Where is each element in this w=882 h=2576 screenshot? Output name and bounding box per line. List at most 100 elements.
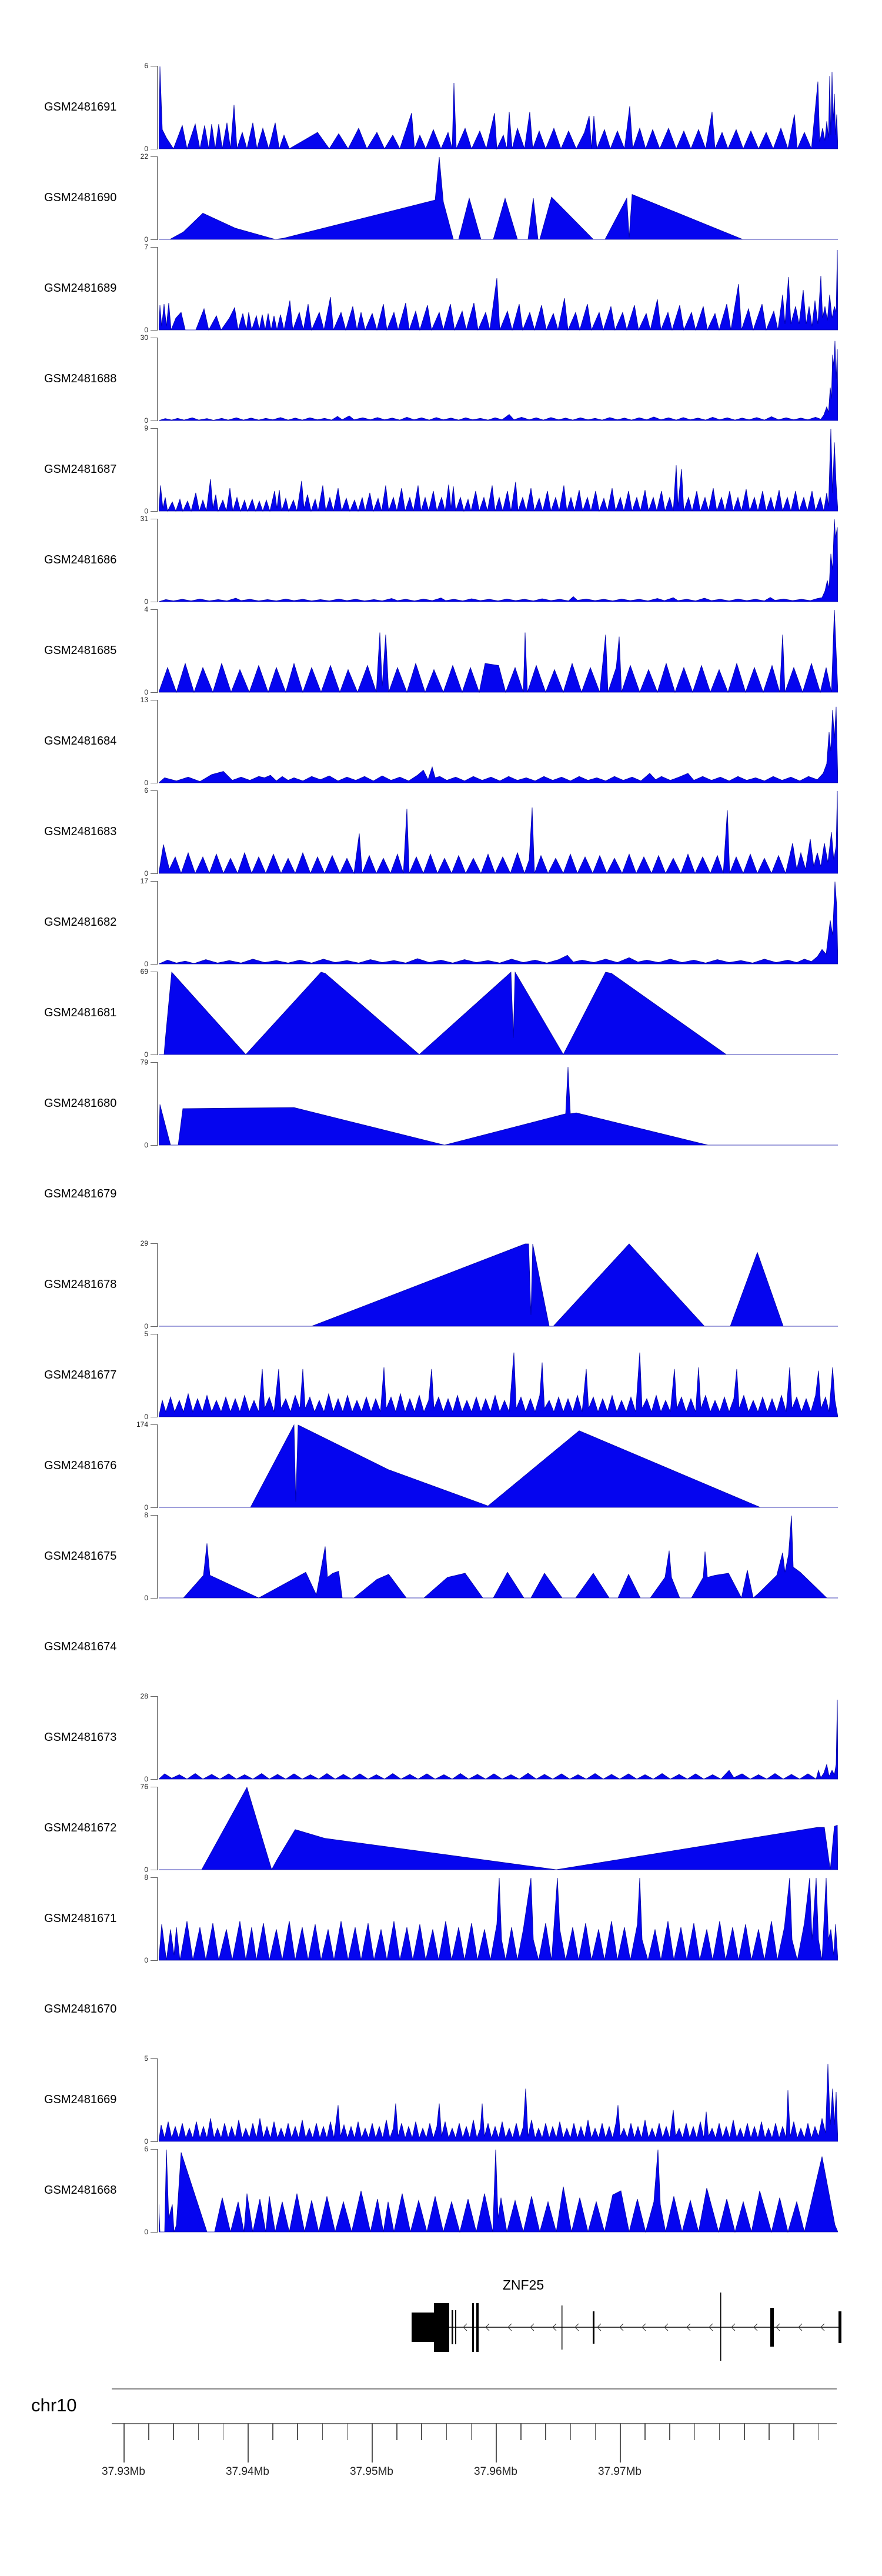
ruler-minor-tick — [322, 2423, 323, 2440]
track-y-axis — [157, 700, 158, 783]
gene-exon — [455, 2310, 456, 2344]
track-y-tick-label: 0 — [144, 1956, 148, 1964]
track-y-tick — [151, 246, 158, 248]
ruler-minor-tick — [520, 2423, 522, 2440]
track-y-axis — [157, 1696, 158, 1780]
ruler-minor-tick — [719, 2423, 720, 2440]
track-y-tick — [151, 510, 158, 512]
track-y-axis — [157, 66, 158, 149]
track-y-tick-label: 79 — [140, 1058, 148, 1066]
track-y-tick-label: 0 — [144, 1866, 148, 1874]
track-y-tick — [151, 782, 158, 784]
coverage-polygon — [159, 1352, 838, 1417]
track-y-tick-label: 31 — [140, 515, 148, 523]
track-y-tick-label: 28 — [140, 1692, 148, 1700]
coverage-polygon — [159, 428, 838, 512]
track-y-tick — [151, 518, 158, 520]
track-label: GSM2481690 — [44, 191, 117, 204]
ruler-line — [112, 2423, 837, 2424]
track-y-tick — [151, 873, 158, 875]
track-y-axis — [157, 1515, 158, 1599]
coverage-polygon — [159, 2064, 838, 2142]
track-y-tick — [151, 329, 158, 331]
track-label: GSM2481672 — [44, 1821, 117, 1834]
track-label: GSM2481681 — [44, 1006, 117, 1019]
track-label: GSM2481683 — [44, 825, 117, 838]
track-label: GSM2481674 — [44, 1640, 117, 1653]
track-y-tick-label: 13 — [140, 696, 148, 704]
track-y-tick-label: 69 — [140, 967, 148, 976]
track-y-tick-label: 29 — [140, 1239, 148, 1247]
coverage-polygon — [159, 1699, 838, 1780]
ruler-tick-label: 37.97Mb — [598, 2465, 642, 2478]
track-label: GSM2481670 — [44, 2002, 117, 2016]
track-label: GSM2481675 — [44, 1549, 117, 1563]
ruler-minor-tick — [570, 2423, 572, 2440]
coverage-polygon — [159, 1877, 838, 1961]
track-y-tick — [151, 601, 158, 603]
ruler-minor-tick — [222, 2423, 224, 2440]
strand-arrow-icon — [731, 2323, 736, 2331]
track-y-tick-label: 22 — [140, 152, 148, 161]
track-y-tick-label: 6 — [144, 2145, 148, 2153]
track-y-tick — [151, 1424, 158, 1426]
track-label: GSM2481671 — [44, 1911, 117, 1925]
ruler-major-tick — [248, 2423, 249, 2462]
coverage-polygon — [159, 706, 838, 783]
strand-arrow-icon — [709, 2323, 713, 2331]
track-y-tick — [151, 239, 158, 241]
ruler-minor-tick — [421, 2423, 422, 2440]
track-y-tick — [151, 2058, 158, 2060]
gene-exon — [562, 2305, 563, 2350]
track-y-tick-label: 8 — [144, 1873, 148, 1881]
track-y-axis — [157, 247, 158, 331]
coverage-polygon — [159, 1243, 838, 1327]
track-label: GSM2481677 — [44, 1368, 117, 1382]
track-y-tick — [151, 971, 158, 973]
ruler-minor-tick — [446, 2423, 447, 2440]
track-y-tick-label: 5 — [144, 1330, 148, 1338]
track-y-axis — [157, 338, 158, 421]
track-label: GSM2481673 — [44, 1730, 117, 1744]
track-label: GSM2481691 — [44, 100, 117, 114]
ruler-minor-tick — [198, 2423, 199, 2440]
strand-arrow-icon — [776, 2323, 780, 2331]
track-y-tick-label: 6 — [144, 62, 148, 70]
track-y-tick — [151, 148, 158, 150]
track-y-tick — [151, 2141, 158, 2143]
track-y-tick — [151, 1960, 158, 1961]
ruler-minor-tick — [694, 2423, 696, 2440]
track-label: GSM2481680 — [44, 1096, 117, 1110]
strand-arrow-icon — [485, 2323, 490, 2331]
track-y-tick — [151, 1869, 158, 1871]
strand-arrow-icon — [574, 2323, 579, 2331]
gene-exon — [434, 2303, 449, 2352]
strand-arrow-icon — [798, 2323, 803, 2331]
ruler-minor-tick — [818, 2423, 820, 2440]
track-y-tick-label: 0 — [144, 960, 148, 968]
track-y-tick-label: 0 — [144, 779, 148, 787]
track-y-tick — [151, 1597, 158, 1599]
track-y-tick — [151, 609, 158, 610]
ruler-minor-tick — [669, 2423, 670, 2440]
track-label: GSM2481679 — [44, 1187, 117, 1200]
track-y-tick-label: 0 — [144, 416, 148, 425]
track-y-tick — [151, 790, 158, 792]
track-y-axis — [157, 790, 158, 874]
ruler-minor-tick — [148, 2423, 149, 2440]
track-y-tick-label: 5 — [144, 2054, 148, 2063]
track-y-tick-label: 0 — [144, 688, 148, 696]
gene-exon — [770, 2308, 774, 2347]
ruler-minor-tick — [793, 2423, 794, 2440]
track-y-tick — [151, 1054, 158, 1056]
track-y-tick-label: 0 — [144, 1050, 148, 1059]
track-label: GSM2481676 — [44, 1459, 117, 1472]
coverage-polygon — [159, 519, 838, 602]
gene-exon — [412, 2313, 438, 2342]
track-y-tick-label: 174 — [136, 1420, 148, 1429]
track-label: GSM2481682 — [44, 915, 117, 929]
ruler-minor-tick — [396, 2423, 397, 2440]
gene-exon — [838, 2311, 841, 2343]
coverage-polygon — [159, 2149, 838, 2233]
track-y-tick-label: 0 — [144, 1775, 148, 1783]
